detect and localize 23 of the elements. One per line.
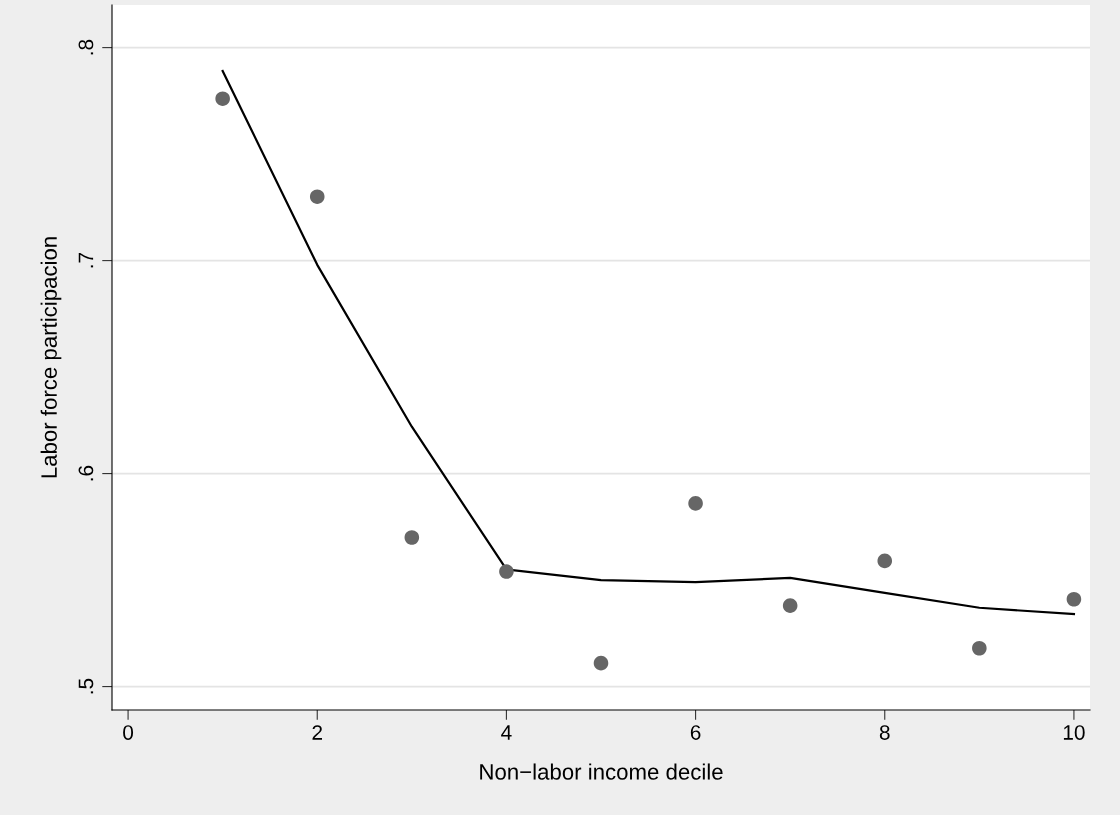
x-tick-label: 6 [690, 725, 701, 740]
x-tick-label: 0 [123, 725, 134, 740]
point [877, 553, 893, 569]
point [1066, 591, 1082, 607]
y-tick-label: .5 [78, 678, 94, 694]
point [688, 496, 703, 511]
y-tick-label: .7 [78, 252, 94, 268]
point [215, 91, 230, 106]
x-tick-label: 4 [501, 725, 512, 740]
y-axis-title: Labor force participacion [40, 237, 62, 478]
point [309, 189, 325, 204]
point [404, 530, 420, 545]
point [499, 564, 514, 579]
x-tick-label: 10 [1063, 725, 1085, 740]
point [782, 598, 798, 613]
y-tick-label: .6 [78, 465, 94, 481]
point [972, 640, 987, 656]
line-series [221, 69, 1076, 616]
point [593, 655, 609, 671]
x-tick-label: 2 [312, 725, 322, 740]
y-tick-label: .8 [78, 39, 94, 55]
x-tick-label: 8 [879, 725, 890, 740]
x-axis-title: Non−labor income decile [480, 763, 723, 780]
